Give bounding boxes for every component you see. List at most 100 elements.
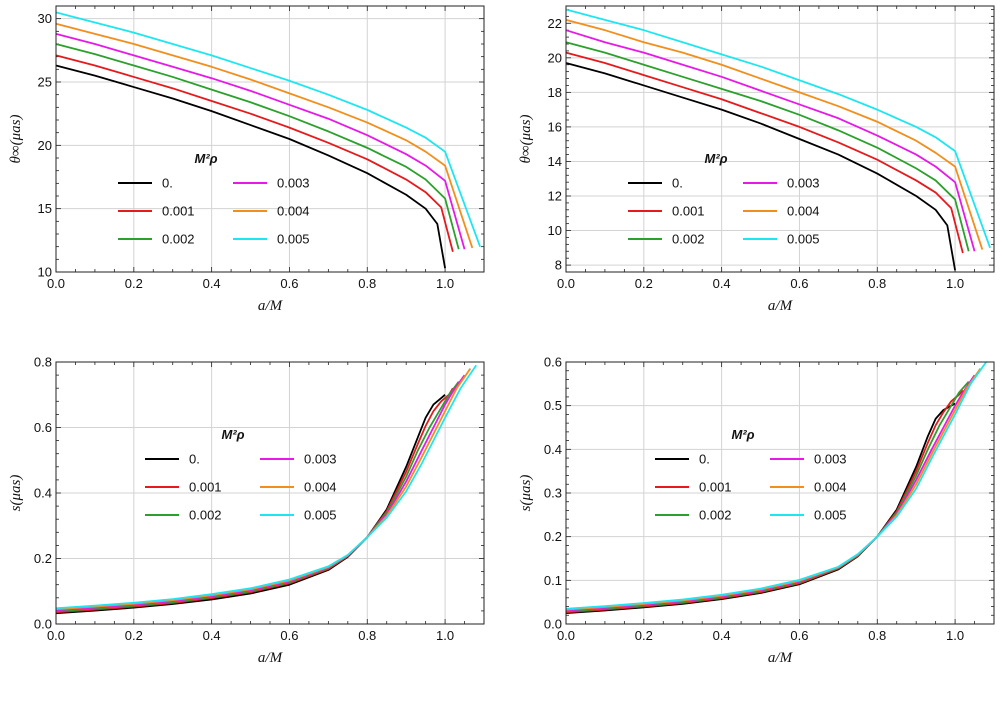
x-axis-label: a/M <box>258 298 284 314</box>
legend-label-5: 0.005 <box>787 232 820 247</box>
x-tick-label: 1.0 <box>946 276 964 291</box>
x-tick-label: 0.4 <box>713 628 731 643</box>
legend-label-4: 0.004 <box>787 204 820 219</box>
y-axis-label: s(μas) <box>8 475 24 512</box>
legend-label-5: 0.005 <box>277 232 310 247</box>
series-line-3 <box>55 32 466 250</box>
x-tick-label: 0.0 <box>47 628 65 643</box>
plot-frame <box>55 5 485 273</box>
y-tick-label: 0.0 <box>34 617 52 632</box>
x-tick-label: 0.0 <box>557 628 575 643</box>
y-tick-label: 0.4 <box>544 442 562 457</box>
series-line-2 <box>565 41 970 252</box>
chart-top-right: 0.0 0.2 0.4 0.6 0.8 1.0 8 10 12 14 16 18 20 22 a/M θ∞(μ… <box>518 5 995 314</box>
legend-label-1: 0.001 <box>162 204 195 219</box>
x-tick-label: 0.6 <box>280 628 298 643</box>
x-tick-label: 0.6 <box>280 276 298 291</box>
chart-bottom-left: 0.0 0.2 0.4 0.6 0.8 1.0 0.0 0.2 0.4 0.6 0.8 a/M s(μa… <box>8 355 485 666</box>
series-line-5 <box>55 364 477 610</box>
x-tick-label: 0.8 <box>868 628 886 643</box>
legend-title: M²ρ <box>221 427 244 442</box>
legend-label-1: 0.001 <box>672 204 705 219</box>
series-line-1 <box>55 54 454 252</box>
legend-label-0: 0. <box>699 452 710 467</box>
x-axis-label: a/M <box>768 650 794 666</box>
x-tick-label: 0.4 <box>713 276 731 291</box>
x-tick-label: 1.0 <box>946 628 964 643</box>
y-tick-label: 18 <box>548 85 562 100</box>
chart-bottom-right: 0.0 0.2 0.4 0.6 0.8 1.0 0.0 0.1 0.2 0.3 0.4 0.5 0.6 a… <box>518 355 995 666</box>
y-tick-label: 0.8 <box>34 355 52 370</box>
y-tick-label: 16 <box>548 119 562 134</box>
x-tick-label: 1.0 <box>436 628 454 643</box>
y-tick-label: 0.2 <box>34 551 52 566</box>
y-tick-label: 25 <box>38 75 52 90</box>
x-tick-label: 0.8 <box>358 628 376 643</box>
y-axis-label: θ∞(μas) <box>518 115 534 164</box>
y-tick-label: 0.6 <box>544 355 562 370</box>
plot-area <box>566 6 994 272</box>
x-tick-label: 1.0 <box>436 276 454 291</box>
x-tick-label: 0.2 <box>635 276 653 291</box>
x-tick-label: 0.2 <box>635 628 653 643</box>
y-tick-label: 0.6 <box>34 420 52 435</box>
plot-frame <box>55 361 485 625</box>
y-tick-label: 0.1 <box>544 573 562 588</box>
y-tick-label: 8 <box>555 258 562 273</box>
x-axis-label: a/M <box>768 298 794 314</box>
legend-label-2: 0.002 <box>189 508 222 523</box>
legend-title: M²ρ <box>731 427 754 442</box>
legend-label-4: 0.004 <box>814 480 847 495</box>
y-tick-label: 0.5 <box>544 398 562 413</box>
x-tick-label: 0.0 <box>557 276 575 291</box>
series-line-4 <box>55 22 474 249</box>
y-tick-label: 30 <box>38 11 52 26</box>
series-line-5 <box>55 11 481 247</box>
y-tick-label: 10 <box>38 265 52 280</box>
legend-label-3: 0.003 <box>277 176 310 191</box>
x-tick-label: 0.6 <box>790 276 808 291</box>
y-tick-label: 14 <box>548 154 562 169</box>
chart-top-left: 0.0 0.2 0.4 0.6 0.8 1.0 10 15 20 25 30 a/M θ∞(μas) M²… <box>8 5 485 314</box>
legend-title: M²ρ <box>704 151 727 166</box>
x-tick-label: 0.8 <box>358 276 376 291</box>
legend-title: M²ρ <box>194 151 217 166</box>
y-tick-label: 10 <box>548 223 562 238</box>
y-tick-label: 12 <box>548 189 562 204</box>
series-line-0 <box>565 62 956 271</box>
legend-label-5: 0.005 <box>814 508 847 523</box>
legend-label-4: 0.004 <box>304 480 337 495</box>
series-line-5 <box>565 8 991 249</box>
y-tick-label: 22 <box>548 16 562 31</box>
x-tick-label: 0.2 <box>125 276 143 291</box>
legend-label-3: 0.003 <box>787 176 820 191</box>
series-line-5 <box>565 361 987 610</box>
legend-label-0: 0. <box>672 176 683 191</box>
x-axis-label: a/M <box>258 650 284 666</box>
x-tick-label: 0.4 <box>203 628 221 643</box>
series-line-0 <box>55 64 446 269</box>
series-line-4 <box>565 18 984 250</box>
y-axis-label: θ∞(μas) <box>8 115 24 164</box>
x-tick-label: 0.8 <box>868 276 886 291</box>
legend-label-0: 0. <box>189 452 200 467</box>
legend-label-2: 0.002 <box>699 508 732 523</box>
x-tick-label: 0.0 <box>47 276 65 291</box>
y-tick-label: 0.4 <box>34 486 52 501</box>
y-tick-label: 0.2 <box>544 529 562 544</box>
x-tick-label: 0.4 <box>203 276 221 291</box>
series-line-1 <box>565 51 964 254</box>
y-tick-label: 20 <box>548 50 562 65</box>
legend-label-1: 0.001 <box>189 480 222 495</box>
legend-label-2: 0.002 <box>672 232 705 247</box>
x-tick-label: 0.2 <box>125 628 143 643</box>
legend-label-1: 0.001 <box>699 480 732 495</box>
y-tick-label: 0.0 <box>544 617 562 632</box>
legend-label-3: 0.003 <box>304 452 337 467</box>
y-tick-label: 20 <box>38 138 52 153</box>
plot-area <box>56 6 484 272</box>
legend-label-3: 0.003 <box>814 452 847 467</box>
series-line-3 <box>565 29 976 252</box>
series-line-2 <box>55 43 460 250</box>
